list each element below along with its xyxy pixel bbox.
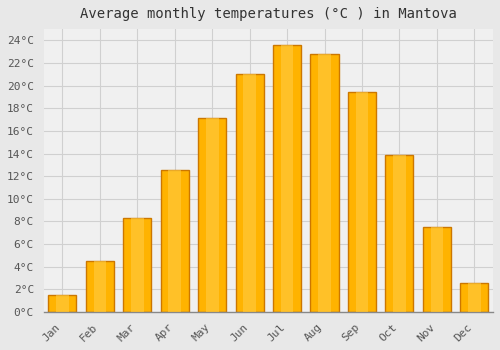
- Bar: [318, 54, 331, 312]
- Bar: [86, 261, 114, 312]
- Bar: [56, 295, 68, 312]
- Bar: [423, 227, 451, 312]
- Bar: [273, 45, 301, 312]
- Bar: [168, 170, 181, 312]
- Bar: [468, 282, 480, 312]
- Bar: [386, 155, 413, 312]
- Bar: [348, 92, 376, 312]
- Title: Average monthly temperatures (°C ) in Mantova: Average monthly temperatures (°C ) in Ma…: [80, 7, 457, 21]
- Bar: [206, 118, 218, 312]
- Bar: [198, 118, 226, 312]
- Bar: [131, 218, 143, 312]
- Bar: [244, 74, 256, 312]
- Bar: [48, 295, 76, 312]
- Bar: [460, 282, 488, 312]
- Bar: [236, 74, 264, 312]
- Bar: [281, 45, 293, 312]
- Bar: [356, 92, 368, 312]
- Bar: [310, 54, 338, 312]
- Bar: [123, 218, 152, 312]
- Bar: [430, 227, 443, 312]
- Bar: [160, 170, 189, 312]
- Bar: [94, 261, 106, 312]
- Bar: [393, 155, 406, 312]
